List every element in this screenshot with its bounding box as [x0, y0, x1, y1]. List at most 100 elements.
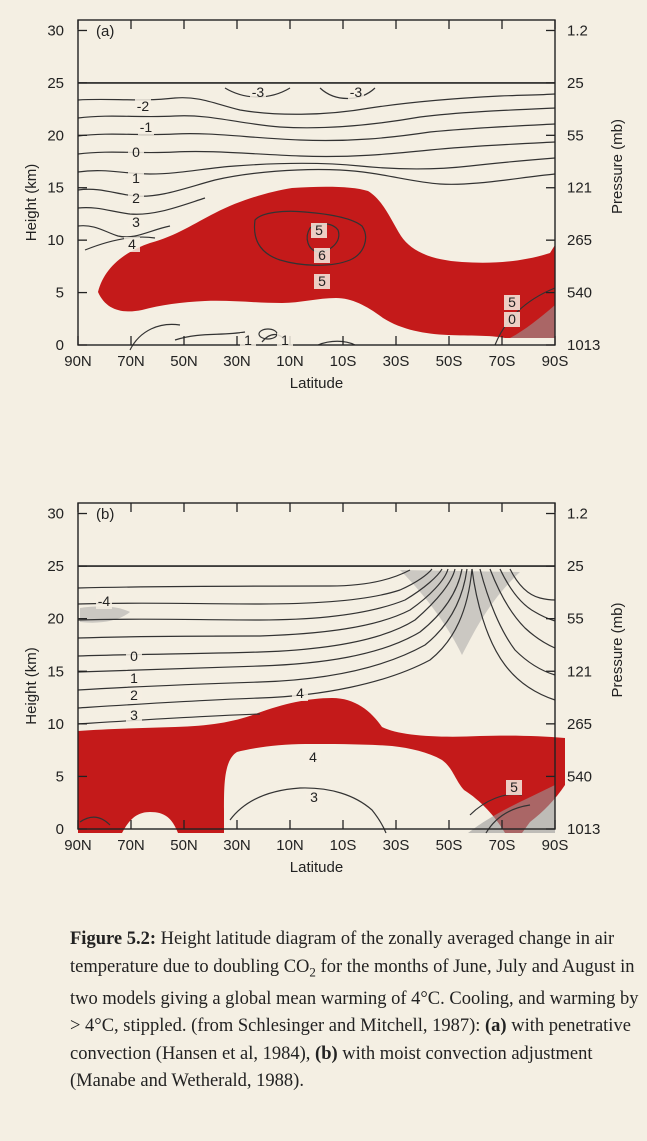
contour-label: 5 — [508, 294, 516, 310]
x-tick-label: 10S — [330, 353, 357, 370]
y-tick-label: 10 — [47, 232, 64, 249]
y2-axis-label: Pressure (mb) — [609, 602, 626, 697]
contour-label-bg — [305, 750, 321, 765]
y-tick-label: 20 — [47, 611, 64, 628]
panel-label: (b) — [96, 506, 114, 523]
x-tick-label: 90N — [64, 353, 92, 370]
x-tick-label: 50S — [436, 837, 463, 854]
contour-label-bg — [96, 594, 112, 609]
contour-label: 5 — [318, 273, 326, 289]
x-tick-label: 90N — [64, 837, 92, 854]
y2-tick-label: 1013 — [567, 337, 600, 354]
contour-label: 4 — [296, 685, 304, 701]
y2-tick-label: 540 — [567, 768, 592, 785]
contour-label: 5 — [315, 222, 323, 238]
x-axis-label: Latitude — [290, 859, 343, 876]
contour-label: -1 — [140, 119, 153, 135]
contour-label-bg — [126, 708, 142, 723]
contour-label-bg — [306, 790, 322, 805]
y-axis-label: Height (km) — [23, 164, 40, 242]
contour-label: 3 — [130, 707, 138, 723]
contour-label-bg — [277, 333, 293, 348]
contour-label-bg — [128, 215, 144, 230]
stipple-region — [468, 785, 555, 833]
y2-tick-label: 121 — [567, 180, 592, 197]
contour-label-bg — [128, 145, 144, 160]
contour-label: 2 — [130, 687, 138, 703]
x-tick-label: 70S — [489, 353, 516, 370]
panel-b-highlight-region — [78, 570, 565, 833]
contour-label-bg — [504, 312, 520, 327]
contour-label-bg — [128, 191, 144, 206]
y-tick-label: 30 — [47, 506, 64, 523]
y-tick-label: 5 — [56, 768, 64, 785]
warming-region — [78, 698, 565, 833]
y-tick-label: 15 — [47, 663, 64, 680]
contour-label-bg — [314, 248, 330, 263]
contour-label: -3 — [350, 84, 363, 100]
contour-label: 1 — [132, 170, 140, 186]
x-tick-label: 70N — [117, 837, 145, 854]
contour-label: 1 — [130, 670, 138, 686]
contour-label-bg — [138, 120, 154, 135]
y2-tick-label: 265 — [567, 232, 592, 249]
y2-tick-label: 55 — [567, 127, 584, 144]
x-tick-label: 30S — [383, 837, 410, 854]
contour-label: 0 — [508, 311, 516, 327]
y2-tick-label: 540 — [567, 285, 592, 302]
x-tick-label: 10S — [330, 837, 357, 854]
contour-label-bg — [126, 649, 142, 664]
contour-label: 6 — [318, 247, 326, 263]
contour-label: 4 — [128, 236, 136, 252]
contour-label: 3 — [310, 789, 318, 805]
y2-tick-label: 55 — [567, 611, 584, 628]
y-tick-label: 0 — [56, 337, 64, 354]
y2-tick-label: 1013 — [567, 821, 600, 838]
caption-text: with penetrative convection (Hansen et a… — [70, 1016, 631, 1064]
contour-label: 1 — [281, 332, 289, 348]
plot-frame — [77, 19, 556, 346]
caption-subscript: 2 — [309, 964, 316, 980]
y-tick-label: 25 — [47, 75, 64, 92]
y-tick-label: 25 — [47, 558, 64, 575]
contour-label-bg — [250, 85, 266, 100]
caption-text: Height latitude diagram of the zonally a… — [70, 929, 615, 977]
x-tick-label: 50N — [170, 837, 198, 854]
x-tick-label: 10N — [276, 837, 304, 854]
caption-figure-label: Figure 5.2: — [70, 929, 156, 949]
stipple-region — [400, 570, 520, 655]
caption-panel-b-ref: (b) — [315, 1043, 338, 1064]
contour-label: 5 — [510, 779, 518, 795]
contour-label: 0 — [132, 144, 140, 160]
contour-label-bg — [126, 671, 142, 686]
y-tick-label: 15 — [47, 180, 64, 197]
y-tick-label: 30 — [47, 22, 64, 39]
y-tick-label: 0 — [56, 821, 64, 838]
contour-label: 2 — [132, 190, 140, 206]
contour-label: -4 — [98, 593, 111, 609]
contour-label: 4 — [309, 749, 317, 765]
y2-tick-label: 1.2 — [567, 22, 588, 39]
x-tick-label: 70N — [117, 353, 145, 370]
contour-label: -3 — [252, 84, 265, 100]
x-tick-label: 50S — [436, 353, 463, 370]
panel-label: (a) — [96, 23, 114, 40]
stipple-region — [80, 606, 130, 623]
x-tick-label: 90S — [542, 353, 569, 370]
contour-label: 0 — [130, 648, 138, 664]
y2-tick-label: 121 — [567, 663, 592, 680]
contour-label-bg — [311, 223, 327, 238]
contour-label-bg — [506, 780, 522, 795]
contour-label-bg — [292, 686, 308, 701]
x-tick-label: 50N — [170, 353, 198, 370]
x-tick-label: 30N — [223, 837, 251, 854]
contour-label: 1 — [244, 332, 252, 348]
contour-label-bg — [314, 274, 330, 289]
y2-tick-label: 265 — [567, 716, 592, 733]
caption-text: for the months of June, July and August … — [70, 956, 639, 1037]
plot-frame — [77, 502, 556, 830]
